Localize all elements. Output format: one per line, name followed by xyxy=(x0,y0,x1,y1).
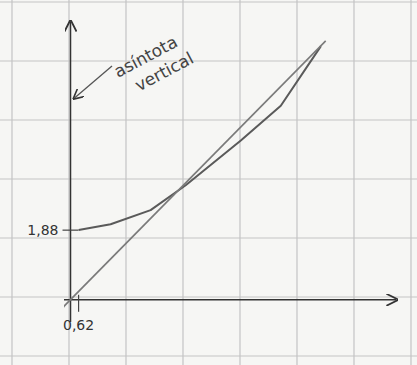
paper-line xyxy=(296,0,297,365)
annotation: asíntotavertical xyxy=(75,28,197,100)
annotation-arrow xyxy=(75,66,112,98)
annotation-text: asíntotavertical xyxy=(110,28,196,100)
graph-paper xyxy=(0,0,417,365)
paper-line xyxy=(0,237,417,238)
paper-line xyxy=(353,0,354,365)
series-group xyxy=(64,41,326,310)
y-axis xyxy=(70,22,72,322)
x-tick-label: 0,62 xyxy=(63,317,94,333)
paper-line xyxy=(0,355,417,356)
paper-line xyxy=(0,60,417,61)
paper-line xyxy=(0,119,417,120)
annotation-line: vertical xyxy=(131,48,196,95)
paper-line xyxy=(11,0,12,365)
y-tick-label: 1,88 xyxy=(27,222,58,238)
paper-line xyxy=(0,296,417,297)
paper-line xyxy=(410,0,411,365)
chart: 0,62 1,88 asíntotavertical xyxy=(0,0,417,365)
paper-line xyxy=(0,1,417,2)
paper-line xyxy=(0,178,417,179)
axes: 0,62 1,88 xyxy=(27,22,396,333)
series-line xyxy=(64,41,326,310)
paper-line xyxy=(239,0,240,365)
paper-line xyxy=(68,0,69,365)
x-axis xyxy=(64,299,396,301)
x-tick xyxy=(78,295,79,312)
y-tick xyxy=(63,230,79,231)
